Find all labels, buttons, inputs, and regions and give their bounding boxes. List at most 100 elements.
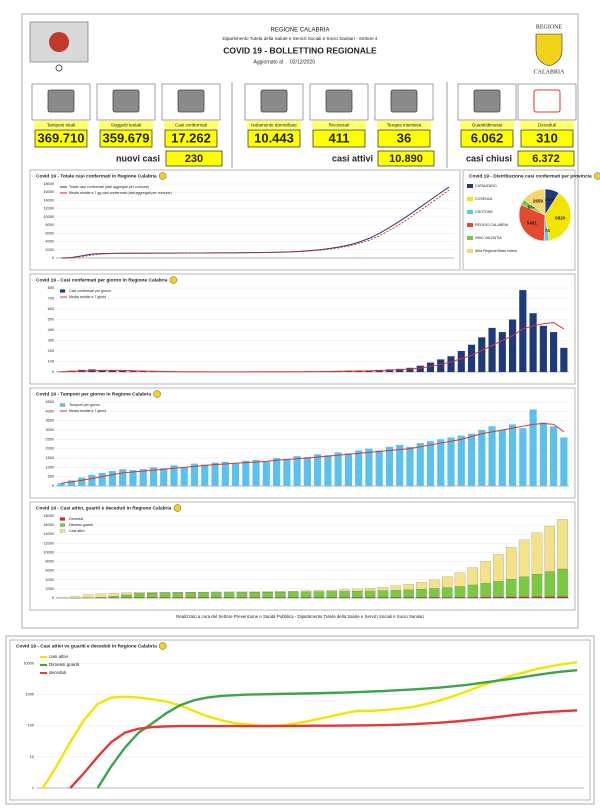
y-tick-label: 500 <box>48 475 54 479</box>
slice-label: 1590 <box>544 197 555 202</box>
legend-swatch <box>467 197 473 201</box>
stat-label: Casi confermati <box>175 123 207 128</box>
chart-badge <box>593 172 600 180</box>
bar-segment <box>121 592 132 595</box>
bar-segment <box>518 596 530 599</box>
bar-segment <box>352 588 363 592</box>
bar-segment <box>121 594 132 598</box>
bar <box>344 453 353 486</box>
slice-label: 2659 <box>533 198 544 203</box>
bar <box>355 450 363 486</box>
bar-segment <box>339 591 350 598</box>
bar <box>119 469 127 486</box>
stat-label: Guariti/dimessi <box>472 123 502 128</box>
bar <box>529 313 537 372</box>
bar <box>396 368 404 372</box>
bar-segment <box>518 539 530 577</box>
y-tick-label: 4000 <box>46 240 54 244</box>
bar <box>324 455 332 486</box>
bar-segment <box>467 584 479 598</box>
bar <box>508 424 517 486</box>
summary-label: casi chiusi <box>466 153 512 163</box>
series-line <box>69 709 578 789</box>
bar-segment <box>390 585 402 591</box>
bar-segment <box>82 594 94 598</box>
bar <box>457 351 465 372</box>
stat-label-strip <box>460 121 514 129</box>
y-tick-label: 3000 <box>46 428 54 432</box>
y-tick-label: 100 <box>28 724 34 728</box>
bar <box>262 461 270 486</box>
bar <box>242 460 250 486</box>
bar <box>426 441 435 486</box>
bar <box>88 474 96 486</box>
stat-value-box <box>164 129 218 148</box>
bar-segment <box>403 584 414 590</box>
slice-label: 574 <box>542 228 550 233</box>
bar-segment <box>441 587 453 598</box>
stat-icon <box>533 89 561 113</box>
bar <box>478 337 486 372</box>
legend-label: Totale casi confermati (dati aggregati p… <box>69 185 149 189</box>
summary-value-box <box>517 150 575 167</box>
y-tick-label: 10000 <box>43 550 54 554</box>
series-line <box>61 422 565 484</box>
bar <box>539 422 547 486</box>
y-tick-label: 0 <box>52 370 54 374</box>
bar <box>160 468 168 486</box>
bar <box>539 325 547 372</box>
bar <box>67 480 75 486</box>
legend-swatch <box>467 184 473 188</box>
legend-label: Altra Regione/Stato estero <box>475 249 517 253</box>
bar <box>293 456 301 486</box>
chart-frame <box>9 639 591 801</box>
slice-label: 6820 <box>555 215 566 220</box>
bar-segment <box>326 591 337 598</box>
y-tick-label: 6000 <box>46 569 54 573</box>
bar <box>426 362 435 372</box>
stat-value-box <box>247 129 301 148</box>
bar <box>231 463 240 486</box>
legend-label: casi attivi <box>49 654 68 659</box>
bar <box>447 437 455 486</box>
bar-segment <box>70 596 81 599</box>
bar-segment <box>288 591 299 592</box>
pie-slice <box>518 204 546 242</box>
virus-icon <box>49 32 69 52</box>
bar-segment <box>454 572 466 587</box>
stat-icon <box>177 89 205 113</box>
legend-label: Dimessi guariti <box>69 523 93 527</box>
bar <box>488 426 496 486</box>
region-name: REGIONE CALABRIA <box>270 28 329 34</box>
bar-segment <box>211 592 222 598</box>
bar <box>406 367 414 372</box>
legend-swatch <box>467 223 473 227</box>
legend-label: Tamponi per giorno <box>69 403 100 407</box>
legend-swatch <box>59 529 66 533</box>
bar <box>211 462 219 486</box>
bar-segment <box>531 596 543 599</box>
y-tick-label: 1 <box>32 786 34 790</box>
y-tick-label: 2000 <box>46 248 54 252</box>
legend-swatch <box>59 403 66 407</box>
y-tick-label: 100 <box>48 360 54 364</box>
bar <box>314 454 322 486</box>
bar-segment <box>172 592 184 598</box>
bar-segment <box>506 596 517 599</box>
bar <box>406 446 414 486</box>
y-tick-label: 12000 <box>43 541 54 545</box>
stat-label: Tamponi totali <box>47 123 75 128</box>
y-tick-label: 2500 <box>46 437 54 441</box>
bar-segment <box>198 592 209 598</box>
stat-value: 411 <box>329 130 350 145</box>
bar <box>221 461 229 486</box>
bar <box>180 467 188 486</box>
legend-swatch <box>467 249 473 253</box>
bar-segment <box>249 591 260 593</box>
bar-segment <box>365 588 376 592</box>
y-tick-label: 0 <box>52 596 54 600</box>
bar <box>252 459 260 486</box>
y-tick-label: 10000 <box>23 661 34 665</box>
bar-segment <box>159 592 171 598</box>
